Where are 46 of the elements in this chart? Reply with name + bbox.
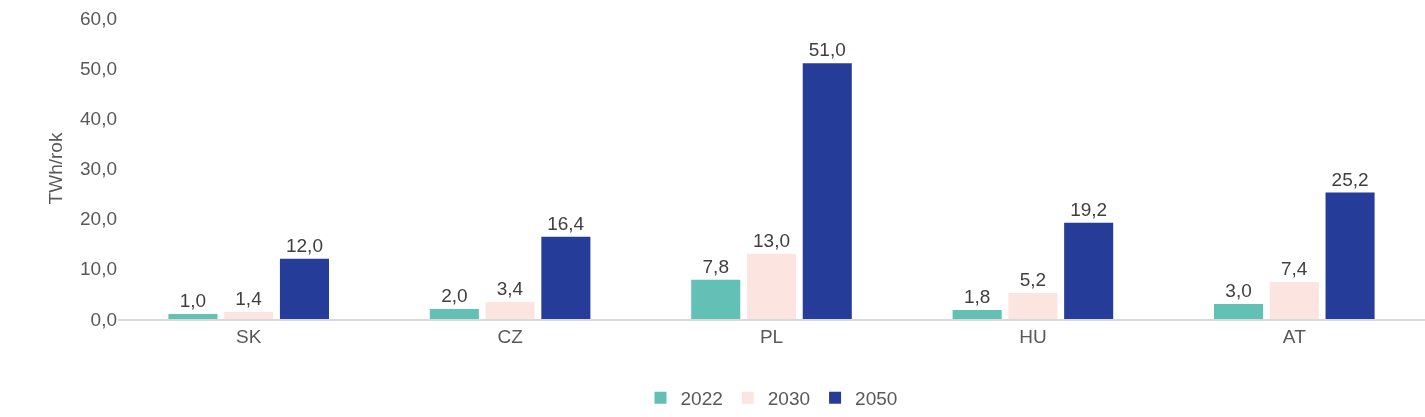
bar: [1008, 292, 1058, 319]
bar: [691, 279, 741, 319]
y-tick-label: 0,0: [90, 308, 117, 330]
bar: [952, 309, 1002, 319]
bar: [1269, 281, 1319, 319]
x-tick-label: CZ: [497, 326, 524, 348]
data-label: 2,0: [441, 284, 468, 306]
bar: [802, 63, 852, 319]
x-tick-label: AT: [1282, 326, 1307, 348]
x-tick-label: HU: [1019, 326, 1047, 348]
bar: [746, 253, 797, 319]
y-tick-label: 40,0: [80, 107, 117, 129]
x-tick-label: SK: [236, 326, 262, 348]
y-tick-label: 30,0: [80, 158, 117, 180]
bar: [1064, 222, 1114, 319]
bar: [429, 308, 479, 319]
data-label: 13,0: [753, 229, 790, 251]
data-label: 19,2: [1070, 198, 1108, 220]
data-label: 51,0: [808, 39, 846, 61]
data-label: 3,4: [496, 277, 524, 299]
data-label: 12,0: [285, 234, 323, 256]
bar: [541, 236, 591, 319]
y-tick-label: 60,0: [80, 7, 117, 29]
bar: [279, 258, 329, 319]
data-label: 1,4: [235, 287, 263, 309]
data-label: 7,4: [1280, 257, 1308, 279]
data-label: 3,0: [1225, 279, 1252, 301]
y-tick-label: 50,0: [80, 57, 117, 79]
data-label: 5,2: [1019, 268, 1047, 290]
legend-label: 2050: [855, 388, 898, 410]
data-label: 16,4: [547, 212, 585, 234]
data-label: 7,8: [702, 255, 729, 277]
data-label: 1,8: [963, 285, 991, 307]
bar: [1325, 192, 1375, 319]
legend-label: 2022: [680, 388, 723, 410]
data-label: 25,2: [1331, 168, 1369, 190]
data-label: 1,0: [179, 289, 207, 311]
y-tick-label: 20,0: [80, 208, 117, 230]
x-tick-label: PL: [759, 326, 784, 348]
bar: [485, 301, 535, 319]
y-axis-title: TWh/rok: [44, 132, 66, 205]
bar: [224, 311, 274, 319]
y-tick-label: 10,0: [80, 258, 117, 280]
legend-label: 2030: [767, 388, 811, 410]
bar: [168, 313, 218, 319]
bar: [1214, 303, 1264, 319]
